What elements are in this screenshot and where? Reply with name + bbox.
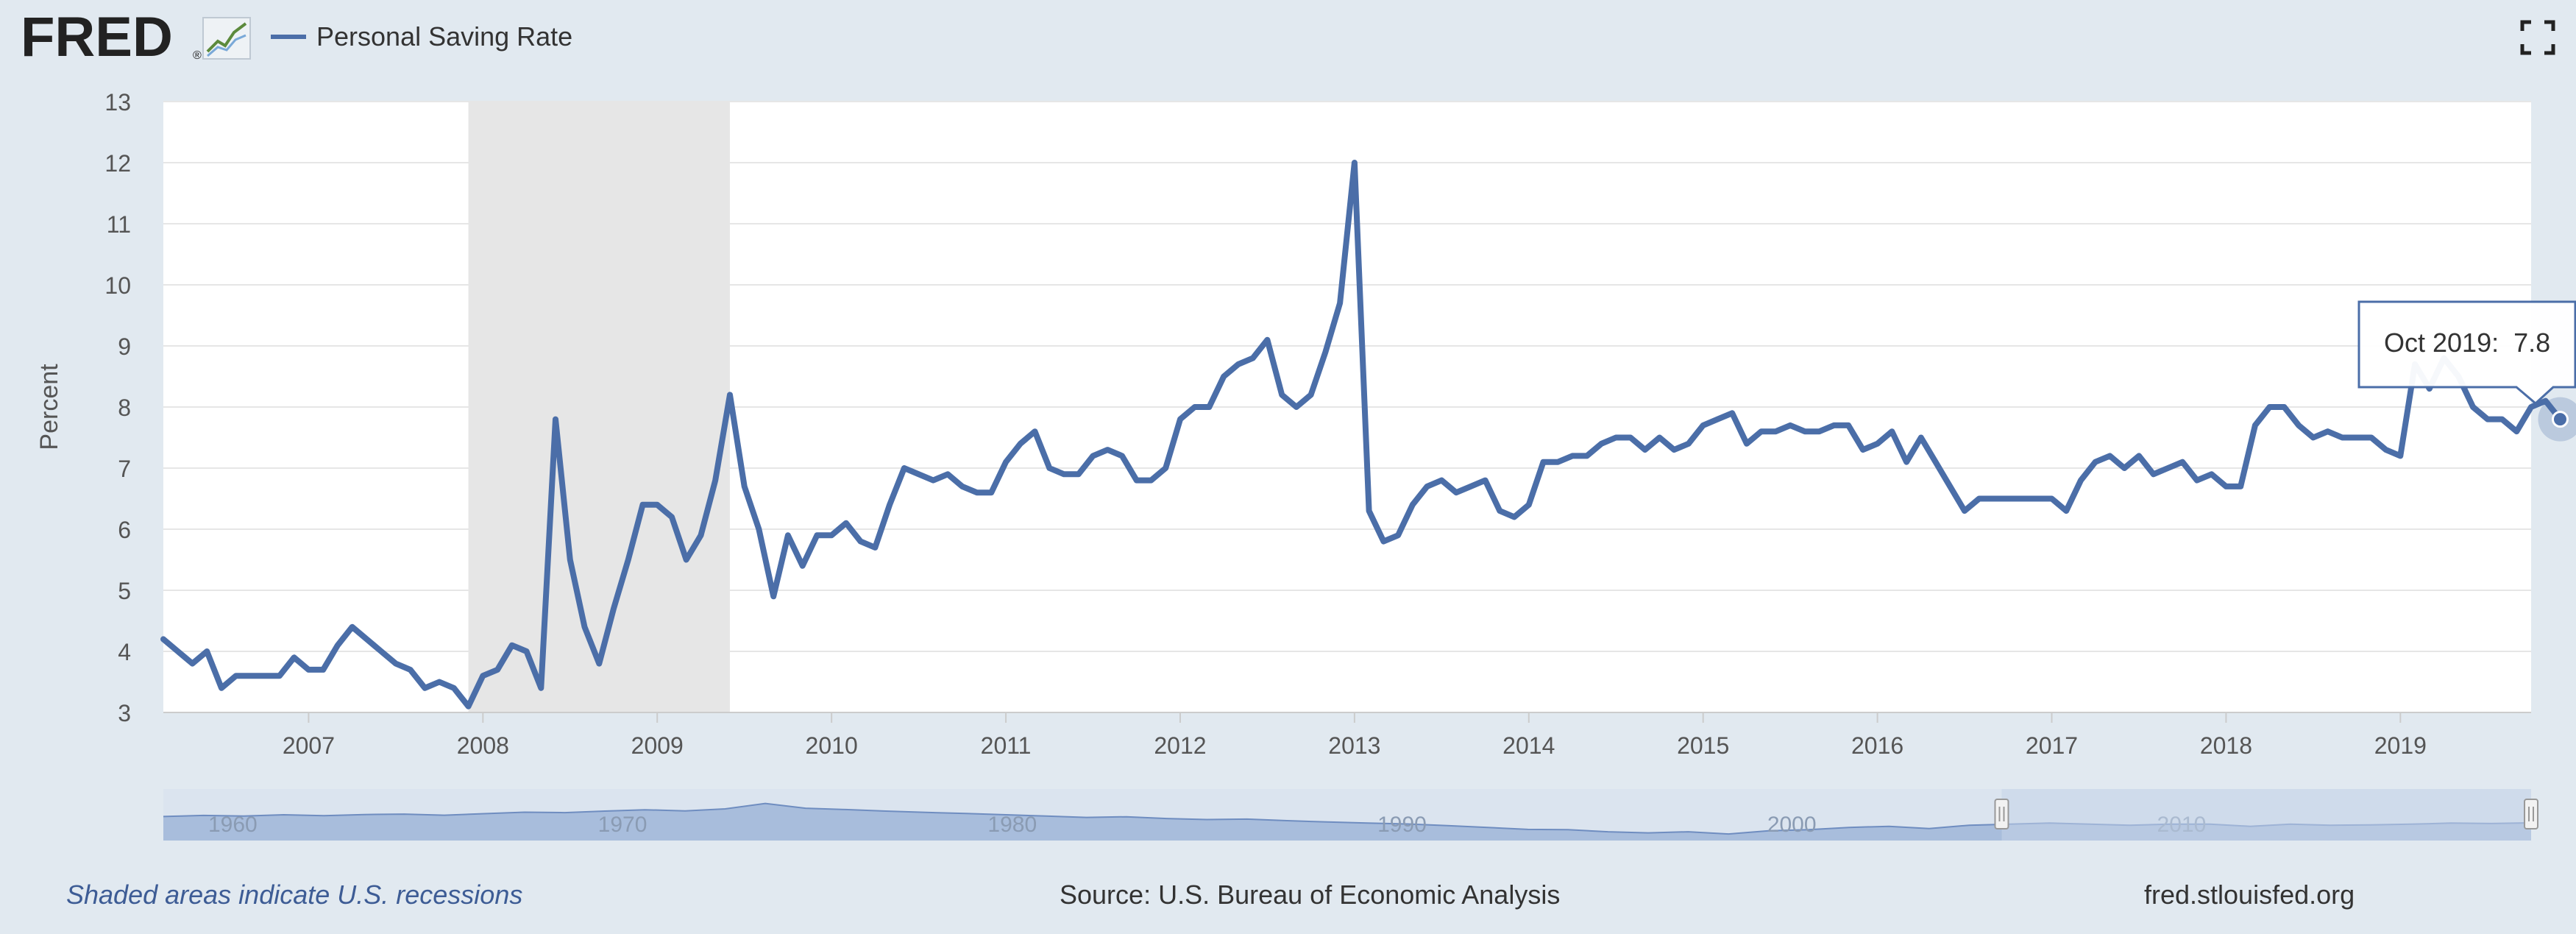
hover-point bbox=[2551, 411, 2569, 428]
tooltip-box bbox=[2357, 300, 2576, 405]
fred-logo-graph-icon bbox=[202, 17, 251, 60]
x-tick-label: 2019 bbox=[2374, 732, 2427, 759]
x-tick-label: 2008 bbox=[457, 732, 509, 759]
x-tick-label: 2011 bbox=[981, 732, 1032, 759]
tooltip: Oct 2019: 7.8 bbox=[2357, 300, 2576, 405]
y-tick-label: 6 bbox=[118, 517, 131, 543]
source-note: Source: U.S. Bureau of Economic Analysis bbox=[1060, 880, 1560, 910]
navigator-tick-label: 1990 bbox=[1377, 813, 1427, 837]
navigator-area bbox=[163, 803, 2531, 841]
x-tick-label: 2013 bbox=[1328, 732, 1380, 759]
hover-indicator bbox=[2538, 397, 2576, 442]
y-tick-label: 13 bbox=[104, 89, 131, 116]
x-tick-labels: 2007 2008 2009 2010 2011 2012 2013 2014 2015 2016… bbox=[283, 712, 2427, 759]
navigator-tick-label: 1980 bbox=[987, 813, 1037, 837]
y-tick-label: 7 bbox=[118, 456, 131, 482]
tooltip-value: 7.8 bbox=[2513, 328, 2550, 358]
legend-label: Personal Saving Rate bbox=[316, 21, 572, 52]
navigator-selection[interactable] bbox=[1994, 789, 2538, 841]
series-group bbox=[160, 160, 2563, 710]
navigator-tick-label: 1970 bbox=[598, 813, 647, 837]
x-tick-label: 2014 bbox=[1502, 732, 1555, 759]
navigator-selected-range[interactable] bbox=[2001, 789, 2531, 841]
navigator-right-handle[interactable] bbox=[2524, 799, 2538, 829]
navigator-left-handle[interactable] bbox=[1994, 799, 2009, 829]
x-tick-label: 2010 bbox=[806, 732, 858, 759]
tooltip-text: Oct 2019: 7.8 bbox=[2384, 328, 2550, 358]
y-tick-label: 8 bbox=[118, 395, 131, 421]
y-tick-label: 12 bbox=[104, 150, 131, 177]
y-tick-label: 10 bbox=[104, 272, 131, 299]
x-tick-label: 2016 bbox=[1851, 732, 1903, 759]
tooltip-date: Oct 2019: bbox=[2384, 328, 2499, 358]
x-tick-label: 2009 bbox=[631, 732, 684, 759]
x-tick-label: 2007 bbox=[283, 732, 335, 759]
fred-logo[interactable]: FRED ® bbox=[21, 6, 251, 68]
y-tick-labels: 3 4 5 6 7 8 9 10 11 12 13 bbox=[104, 89, 131, 726]
x-tick-label: 2012 bbox=[1154, 732, 1206, 759]
fred-logo-text: FRED bbox=[21, 6, 173, 68]
navigator-tick-label: 1960 bbox=[208, 813, 258, 837]
fullscreen-icon bbox=[2520, 20, 2555, 55]
fred-logo-registered: ® bbox=[193, 49, 202, 62]
fred-url-link[interactable]: fred.stlouisfed.org bbox=[2144, 880, 2355, 910]
y-tick-label: 5 bbox=[118, 578, 131, 604]
navigator[interactable]: 196019701980199020002010 bbox=[163, 789, 2538, 841]
x-tick-label: 2015 bbox=[1677, 732, 1729, 759]
y-tick-label: 9 bbox=[118, 333, 131, 360]
y-tick-label: 11 bbox=[107, 211, 131, 238]
recession-note-link[interactable]: Shaded areas indicate U.S. recessions bbox=[66, 880, 522, 910]
fullscreen-button[interactable] bbox=[2518, 18, 2558, 57]
series-line bbox=[160, 160, 2563, 710]
x-tick-label: 2017 bbox=[2026, 732, 2078, 759]
navigator-tick-label: 2000 bbox=[1767, 813, 1817, 837]
y-tick-label: 4 bbox=[118, 639, 131, 665]
grid-lines bbox=[163, 101, 2531, 713]
y-axis-label: Percent bbox=[35, 364, 63, 450]
y-tick-label: 3 bbox=[118, 700, 131, 726]
legend: Personal Saving Rate bbox=[271, 21, 572, 52]
x-tick-label: 2018 bbox=[2200, 732, 2252, 759]
